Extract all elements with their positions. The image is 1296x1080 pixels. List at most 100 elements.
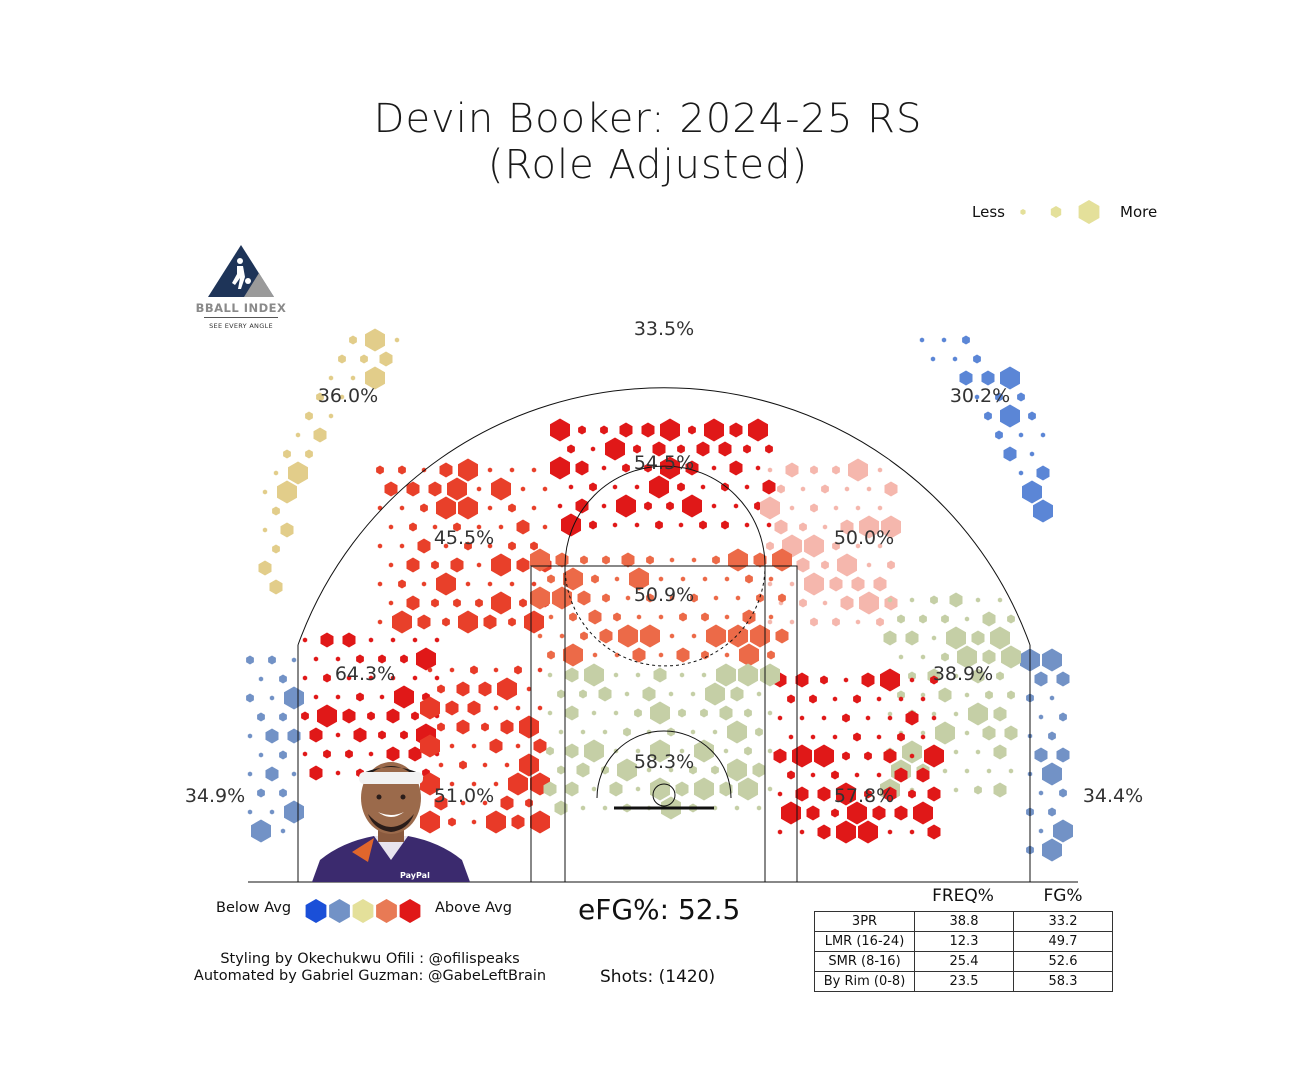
freq-cell: 23.5 [914, 971, 1014, 992]
hexbin [349, 335, 357, 345]
zone-fg-label: 30.2% [950, 385, 1010, 407]
hexbin [756, 805, 762, 811]
fg-cell: 33.2 [1013, 911, 1113, 932]
hexbin [832, 734, 838, 740]
size-legend-less-label: Less [972, 203, 1005, 221]
hexbin [268, 655, 276, 665]
hexbin [767, 581, 773, 587]
hexbin [262, 527, 268, 533]
hexbin [613, 672, 619, 678]
hexbin [580, 631, 588, 641]
hexbin [450, 557, 464, 573]
hexbin [690, 691, 696, 697]
hexbin [247, 771, 253, 777]
hexbin [417, 614, 431, 630]
hexbin [280, 828, 286, 834]
hexbin [482, 800, 488, 806]
hexbin [767, 710, 773, 716]
hexbin [386, 708, 400, 724]
hexbin [633, 444, 641, 454]
hexbin [601, 503, 607, 509]
hexbin [905, 630, 919, 646]
hexbin [591, 786, 597, 792]
hexbin [836, 782, 856, 806]
hexbin [760, 496, 780, 520]
hexbin [600, 425, 608, 435]
hexbin [752, 762, 766, 778]
hexbin [302, 637, 308, 643]
hexbin [616, 494, 636, 518]
hexbin [368, 751, 374, 757]
hexbin [323, 673, 331, 683]
hexbin [853, 732, 861, 742]
hexbin [578, 425, 586, 435]
hexbin [685, 460, 699, 476]
hexbin [981, 370, 995, 386]
hexbin [650, 739, 670, 763]
hexbin [386, 746, 400, 762]
fg-cell: 58.3 [1013, 971, 1113, 992]
hexbin [974, 785, 982, 795]
hexbin [438, 762, 444, 768]
hexbin [550, 418, 570, 442]
hexbin [942, 768, 948, 774]
hexbin [1042, 838, 1062, 862]
hexbin [378, 654, 386, 664]
hexbin [519, 715, 539, 739]
hexbin [471, 743, 477, 749]
hexbin [428, 481, 442, 497]
row-label: 3PR [814, 911, 915, 932]
hexbin [345, 749, 353, 759]
hexbin [439, 462, 453, 478]
hexbin [767, 467, 773, 473]
hexbin [1004, 725, 1018, 741]
hexbin [377, 543, 383, 549]
hexbin [724, 652, 730, 658]
hexbin [445, 700, 459, 716]
hexbin [831, 770, 839, 780]
hexbin [356, 692, 364, 702]
row-label: By Rim (0-8) [814, 971, 915, 992]
hexbin [876, 772, 882, 778]
player-headshot: PayPal [312, 752, 470, 882]
hexbin [833, 505, 839, 511]
logo-divider [204, 317, 278, 318]
fg-column-header: FG% [1043, 886, 1083, 906]
hexbin [625, 595, 631, 601]
hexbin [855, 505, 861, 511]
hexbin [985, 690, 993, 700]
hexbin [602, 805, 608, 811]
efg-summary: eFG%: 52.5 [578, 893, 741, 926]
hexbin [766, 522, 772, 528]
hexbin [641, 422, 655, 438]
hexbin [458, 458, 478, 482]
hexbin [777, 484, 785, 494]
hexbin [930, 356, 936, 362]
hexbin [650, 777, 670, 801]
hexbin [497, 677, 517, 701]
hexbin [729, 460, 743, 476]
hexbin [508, 772, 528, 796]
hexbin [821, 484, 829, 494]
hexbin [339, 394, 345, 400]
hexbin [508, 503, 516, 513]
hexbin [810, 465, 818, 475]
hexbin [931, 715, 937, 721]
hexbin [993, 782, 1007, 798]
hexbin [342, 632, 356, 648]
hexbin [617, 758, 637, 782]
hexbin [964, 692, 970, 698]
hexbin [614, 652, 620, 658]
hexbin [653, 667, 667, 683]
hexbin [584, 739, 604, 763]
freq-cell: 12.3 [914, 931, 1014, 952]
hexbin [704, 418, 724, 442]
hexbin [864, 751, 872, 761]
hexbin [493, 667, 499, 673]
hexbin [432, 524, 438, 530]
hexbin [621, 552, 635, 568]
svg-text:PayPal: PayPal [400, 871, 430, 880]
hexbin [711, 465, 717, 471]
hexbin [701, 650, 709, 660]
hexbin [629, 567, 649, 591]
